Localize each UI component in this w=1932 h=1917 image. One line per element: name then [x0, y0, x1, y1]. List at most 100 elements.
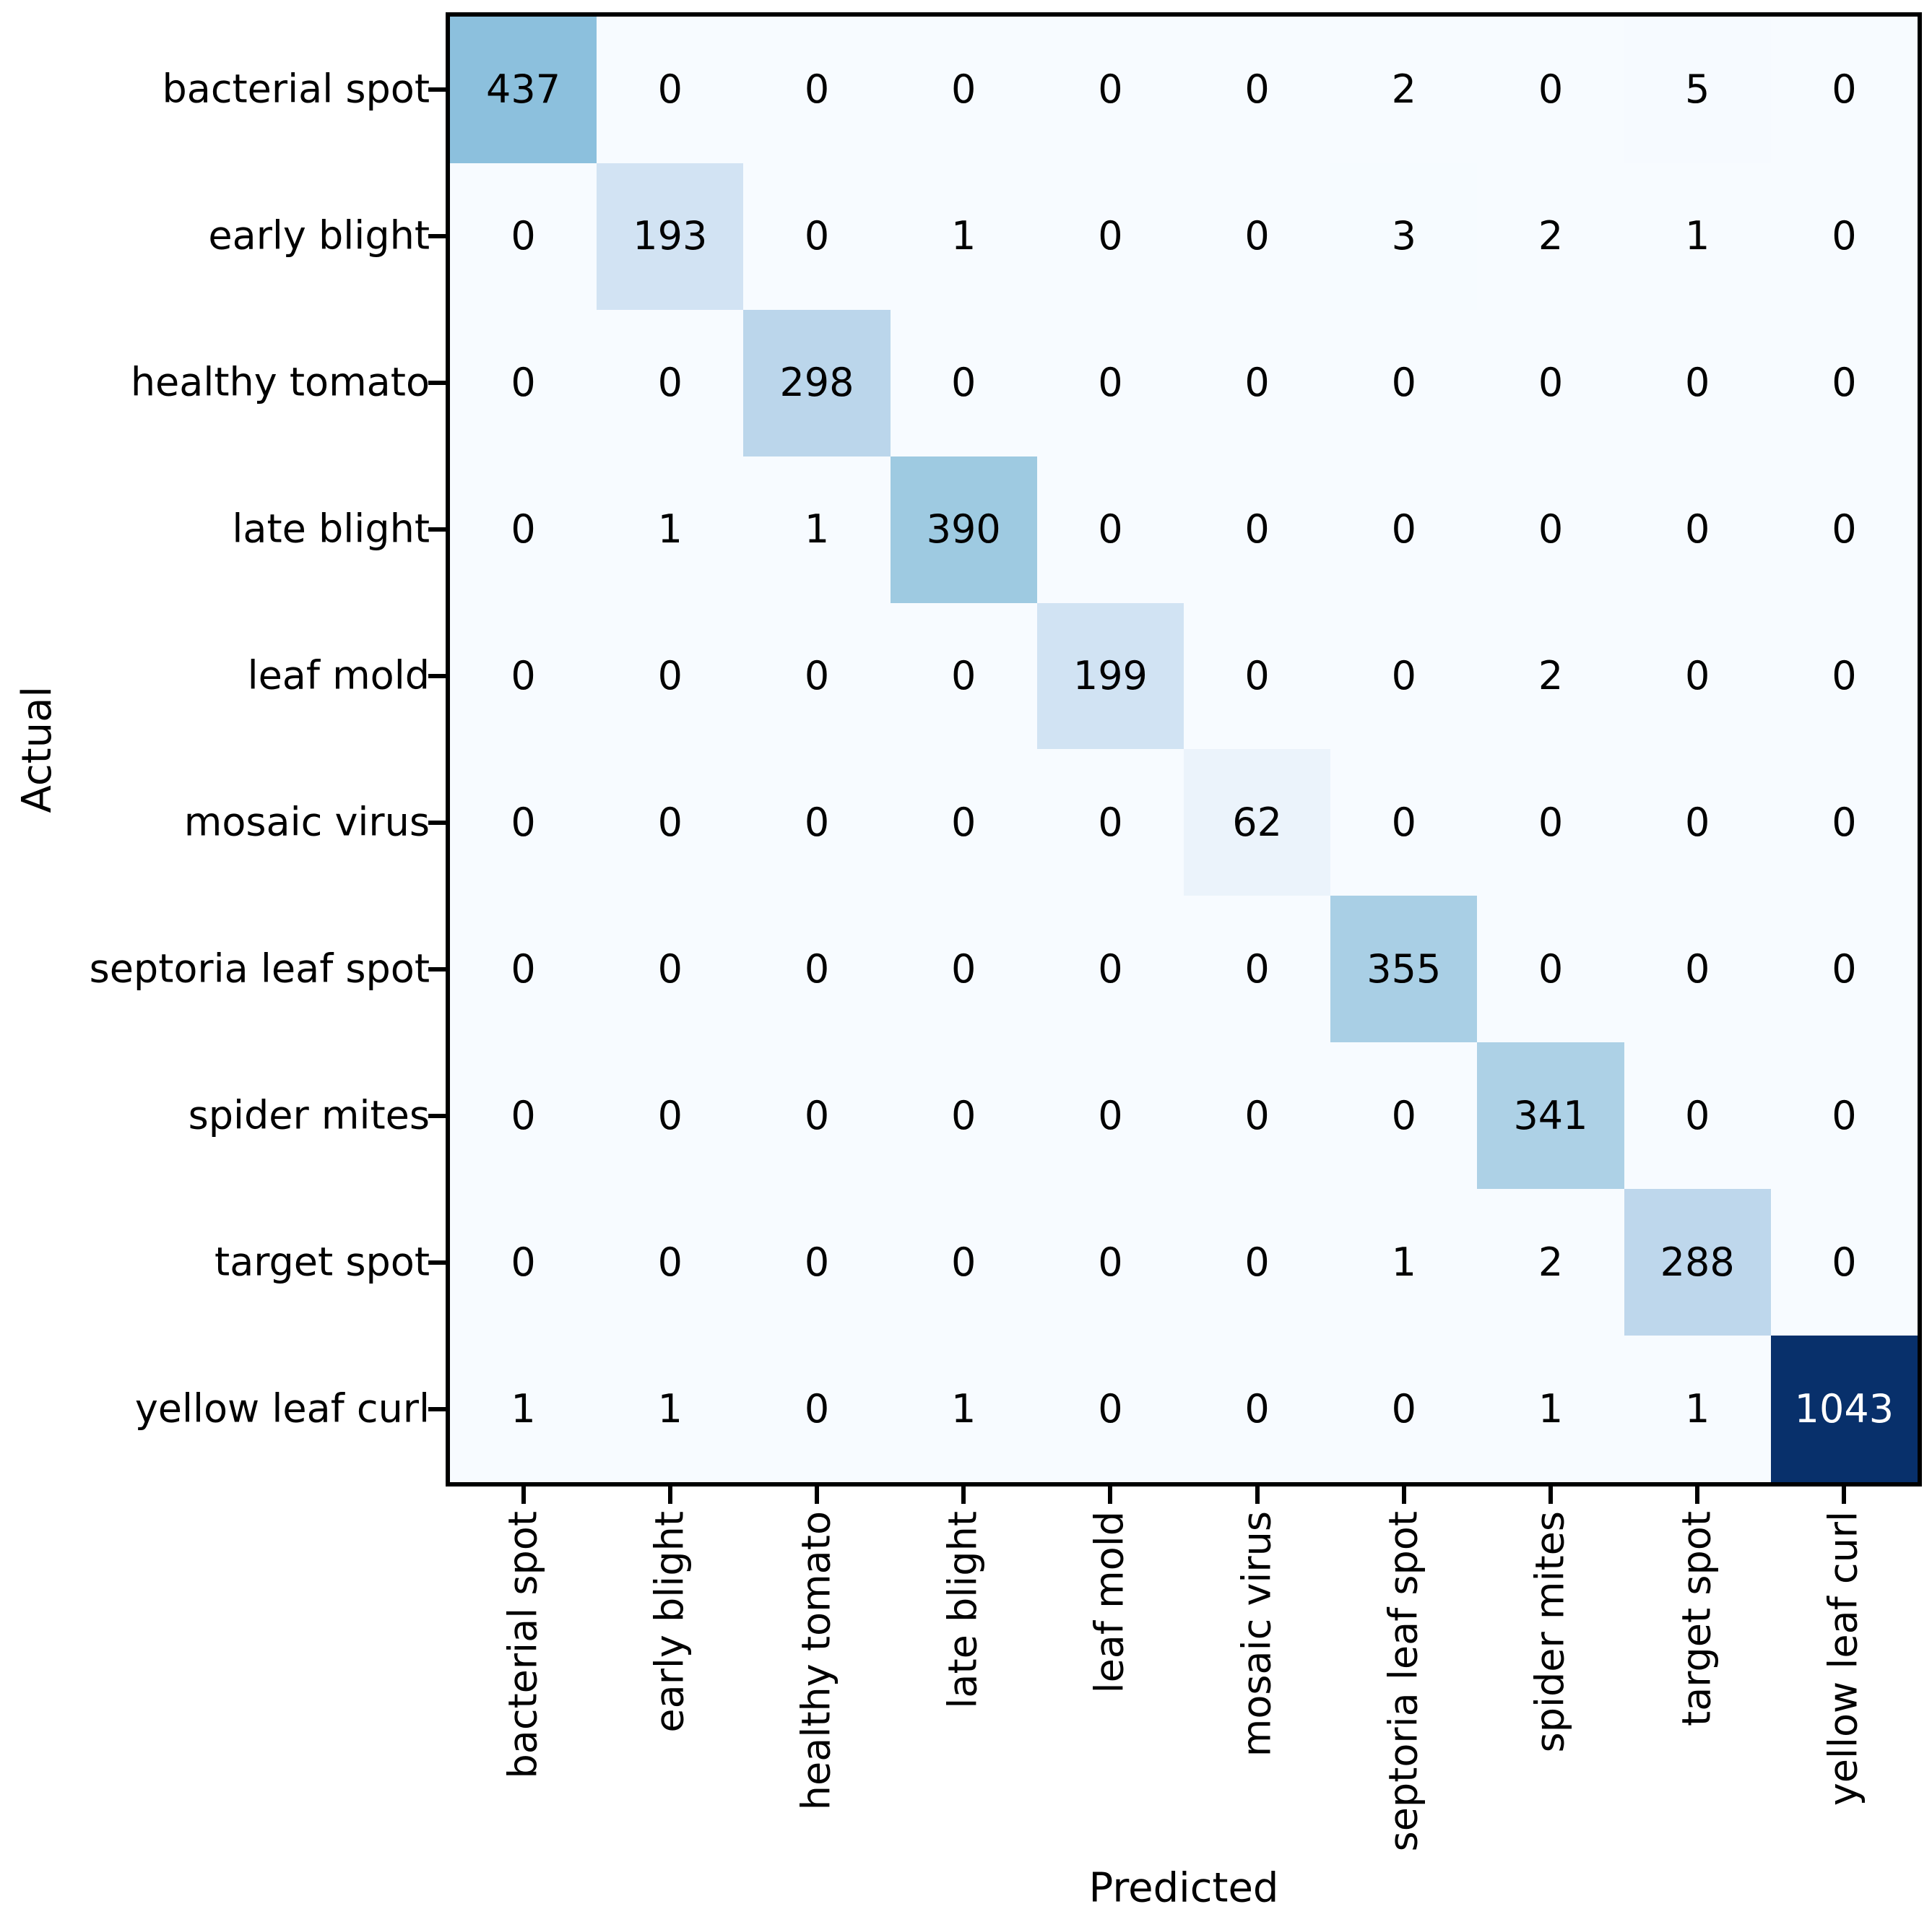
- matrix-cell: 0: [1624, 309, 1771, 456]
- matrix-cell: 0: [890, 896, 1037, 1043]
- x-tick-mark: [521, 1487, 526, 1504]
- matrix-cell: 0: [597, 309, 744, 456]
- matrix-cell: 0: [1770, 1042, 1918, 1190]
- matrix-cell: 0: [450, 309, 597, 456]
- matrix-cell: 1: [450, 1336, 597, 1482]
- matrix-cell: 0: [890, 749, 1037, 896]
- matrix-cell: 1043: [1770, 1336, 1918, 1482]
- matrix-cell: 0: [1036, 163, 1184, 310]
- matrix-cell: 0: [1330, 456, 1478, 603]
- y-tick-label: spider mites: [188, 1092, 430, 1138]
- matrix-cell: 0: [450, 896, 597, 1043]
- matrix-cell: 0: [450, 1189, 597, 1336]
- matrix-cell: 0: [1770, 163, 1918, 310]
- y-tick-mark: [428, 674, 446, 679]
- matrix-cell: 0: [597, 1042, 744, 1190]
- matrix-cell: 390: [890, 456, 1037, 603]
- matrix-cell: 341: [1477, 1042, 1624, 1190]
- matrix-cell: 437: [450, 17, 597, 163]
- matrix-cell: 355: [1330, 896, 1478, 1043]
- y-tick-label: early blight: [208, 212, 430, 259]
- x-axis-title: Predicted: [1088, 1864, 1279, 1912]
- matrix-cell: 0: [1036, 1336, 1184, 1482]
- y-tick-mark: [428, 1260, 446, 1265]
- matrix-cell: 0: [1183, 456, 1331, 603]
- matrix-cell: 0: [1624, 1042, 1771, 1190]
- matrix-cell: 0: [1330, 1336, 1478, 1482]
- matrix-cell: 0: [743, 1336, 891, 1482]
- y-axis-title-wrap: Actual: [0, 12, 75, 1487]
- matrix-cell: 0: [743, 17, 891, 163]
- matrix-cell: 0: [450, 1042, 597, 1190]
- x-tick-mark: [1842, 1487, 1847, 1504]
- matrix-cell: 0: [743, 602, 891, 750]
- x-tick-mark: [1695, 1487, 1700, 1504]
- y-tick-mark: [428, 1113, 446, 1118]
- x-tick-label: bacterial spot: [500, 1511, 546, 1779]
- matrix-cell: 0: [450, 602, 597, 750]
- x-tick-mark: [1401, 1487, 1406, 1504]
- matrix-cell: 288: [1624, 1189, 1771, 1336]
- matrix-cell: 0: [1036, 749, 1184, 896]
- matrix-cell: 1: [890, 1336, 1037, 1482]
- matrix-cell: 2: [1477, 602, 1624, 750]
- matrix-cell: 0: [1770, 749, 1918, 896]
- matrix-cell: 0: [1183, 1189, 1331, 1336]
- matrix-cell: 0: [1183, 17, 1331, 163]
- matrix-cell: 0: [1624, 749, 1771, 896]
- matrix-cell: 2: [1330, 17, 1478, 163]
- matrix-cell: 0: [1477, 749, 1624, 896]
- x-tick-mark: [1108, 1487, 1113, 1504]
- matrix-cell: 0: [597, 896, 744, 1043]
- matrix-cell: 0: [450, 163, 597, 310]
- y-tick-mark: [428, 966, 446, 972]
- matrix-cell: 0: [1036, 1189, 1184, 1336]
- matrix-cell: 1: [743, 456, 891, 603]
- matrix-cell: 1: [1477, 1336, 1624, 1482]
- matrix-cell: 0: [1770, 896, 1918, 1043]
- y-tick-label: septoria leaf spot: [89, 945, 430, 992]
- matrix-cell: 0: [743, 1042, 891, 1190]
- matrix-cell: 0: [1477, 896, 1624, 1043]
- y-tick-mark: [428, 234, 446, 239]
- matrix-cell: 1: [597, 456, 744, 603]
- matrix-cell: 2: [1477, 1189, 1624, 1336]
- y-tick-label: bacterial spot: [162, 66, 430, 113]
- y-tick-label: healthy tomato: [130, 359, 430, 405]
- matrix-cell: 1: [1624, 163, 1771, 310]
- matrix-cell: 1: [1624, 1336, 1771, 1482]
- matrix-cell: 0: [1036, 309, 1184, 456]
- y-tick-label: late blight: [232, 506, 430, 552]
- matrix-cell: 0: [890, 1189, 1037, 1336]
- matrix-cell: 0: [1477, 309, 1624, 456]
- matrix-cell: 0: [890, 1042, 1037, 1190]
- matrix-cell: 0: [1036, 896, 1184, 1043]
- x-tick-mark: [961, 1487, 966, 1504]
- matrix-cell: 0: [1330, 1042, 1478, 1190]
- matrix-cell: 0: [1624, 456, 1771, 603]
- matrix-cell: 0: [1330, 309, 1478, 456]
- matrix-cell: 0: [597, 602, 744, 750]
- x-tick-mark: [667, 1487, 672, 1504]
- matrix-cell: 0: [1183, 896, 1331, 1043]
- x-tick-label: mosaic virus: [1234, 1511, 1280, 1757]
- matrix-cell: 62: [1183, 749, 1331, 896]
- matrix-cell: 0: [1624, 896, 1771, 1043]
- y-tick-mark: [428, 1406, 446, 1411]
- heatmap-grid: 437 0 0 0 0 0 2 0 5 0 0 193 0 1 0 0 3 2 1 0 0 0 298 0 0 0 0 0 0 0 0 1 1 3…: [446, 12, 1922, 1487]
- matrix-cell: 199: [1036, 602, 1184, 750]
- y-tick-mark: [428, 527, 446, 532]
- y-axis-title: Actual: [14, 685, 61, 813]
- matrix-cell: 0: [597, 1189, 744, 1336]
- y-tick-mark: [428, 87, 446, 92]
- matrix-cell: 0: [1330, 749, 1478, 896]
- matrix-cell: 5: [1624, 17, 1771, 163]
- x-tick-label: yellow leaf curl: [1820, 1511, 1866, 1806]
- matrix-cell: 0: [1183, 1336, 1331, 1482]
- matrix-cell: 0: [1624, 602, 1771, 750]
- x-tick-label: spider mites: [1527, 1511, 1573, 1753]
- matrix-cell: 0: [1036, 456, 1184, 603]
- matrix-cell: 1: [1330, 1189, 1478, 1336]
- x-tick-label: target spot: [1673, 1511, 1720, 1726]
- matrix-cell: 0: [1770, 456, 1918, 603]
